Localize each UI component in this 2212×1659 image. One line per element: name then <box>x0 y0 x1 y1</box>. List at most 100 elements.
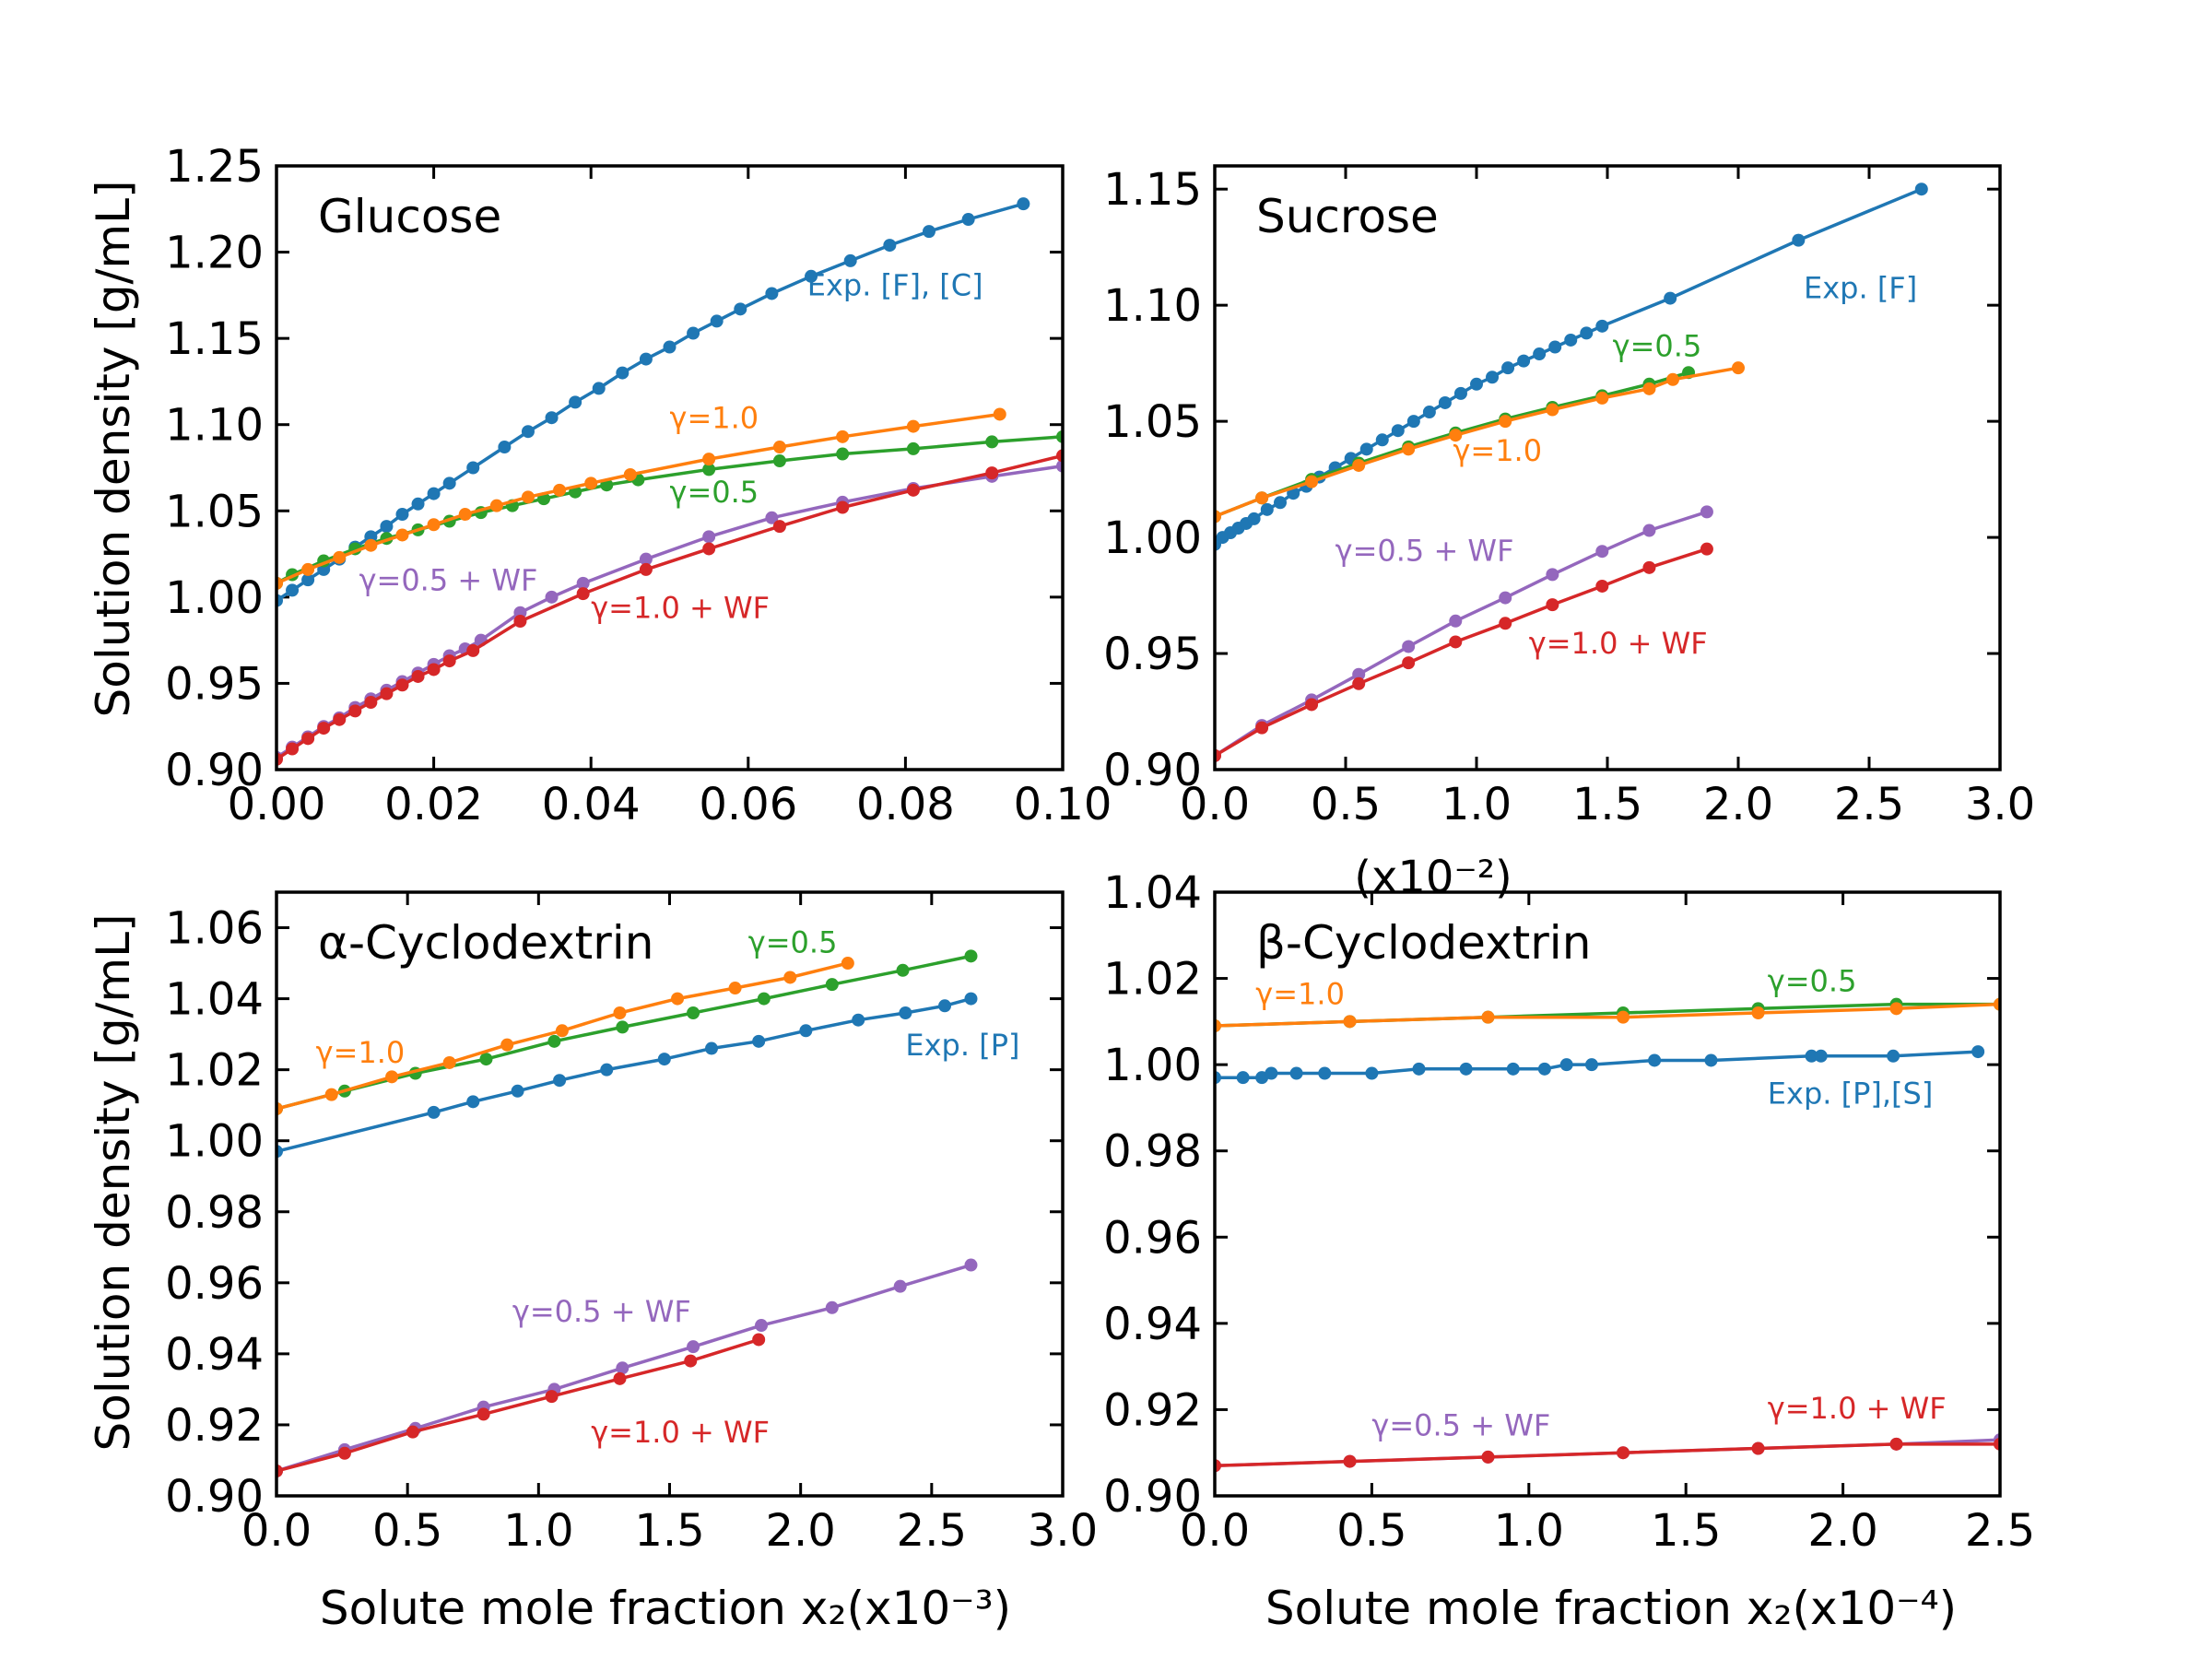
glucose-series-exp-point <box>734 302 747 316</box>
sucrose-x-tick-label: 3.0 <box>1965 779 2035 830</box>
sucrose-panel: 0.0 0.5 1.0 1.5 2.0 2.5 3.0 0.90 0.95 1.00 1.05 1.1… <box>1103 164 2035 830</box>
alpha-cyclodextrin-annotation-gamma-1-0: γ=1.0 <box>316 1035 406 1070</box>
glucose-series-exp-point <box>395 508 409 522</box>
glucose-series-gamma-1-0-point <box>427 518 441 532</box>
sucrose-series-gamma-0-5-wf-point <box>1449 614 1463 628</box>
sucrose-series-gamma-1-0-wf-point <box>1255 721 1269 735</box>
sucrose-series-exp-point <box>1274 496 1287 510</box>
beta-cyclodextrin-series-exp-point <box>1704 1053 1718 1067</box>
glucose-series-exp-point <box>883 239 897 253</box>
glucose-plot-area <box>276 197 1063 766</box>
beta-cyclodextrin-annotation-gamma-0-5: γ=0.5 <box>1768 964 1857 999</box>
alpha-cyclodextrin-series-gamma-1-0-wf-point <box>752 1333 766 1347</box>
glucose-series-gamma-1-0-wf-line <box>276 453 1063 761</box>
alpha-cyclodextrin-y-tick-label: 0.98 <box>165 1187 264 1239</box>
beta-cyclodextrin-series-gamma-1-0-point <box>1617 1010 1630 1024</box>
sucrose-series-exp-point <box>1580 326 1594 340</box>
alpha-cyclodextrin-series-exp-point <box>511 1084 524 1098</box>
alpha-cyclodextrin-y-tick-label: 1.00 <box>165 1116 264 1168</box>
alpha-cyclodextrin-series-gamma-0-5-point <box>479 1053 493 1066</box>
glucose-series-gamma-1-0-wf-point <box>333 712 347 726</box>
beta-cyclodextrin-series-exp-point <box>1506 1062 1520 1076</box>
glucose-series-exp-point <box>427 487 441 500</box>
glucose-series-gamma-1-0-point <box>836 429 850 443</box>
glucose-series-gamma-1-0-point <box>906 419 920 433</box>
glucose-series-gamma-1-0-wf-point <box>380 687 394 700</box>
glucose-series-gamma-1-0-point <box>395 528 409 542</box>
alpha-cyclodextrin-series-gamma-0-5-wf-point <box>964 1258 978 1272</box>
alpha-cyclodextrin-y-tick-label: 1.04 <box>165 974 264 1026</box>
sucrose-series-gamma-1-0-point <box>1352 458 1366 472</box>
sucrose-y-tick-label: 0.90 <box>1103 745 1202 796</box>
sucrose-series-gamma-0-5-wf-point <box>1402 640 1416 653</box>
beta-cyclodextrin-x-tick-label: 2.5 <box>1965 1505 2035 1557</box>
alpha-cyclodextrin-series-gamma-0-5-point <box>547 1034 561 1048</box>
glucose-series-gamma-1-0-point <box>553 483 567 497</box>
beta-cyclodextrin-plot-area <box>1215 997 2000 1473</box>
alpha-cyclodextrin-series-gamma-1-0-point <box>671 992 685 1006</box>
alpha-cyclodextrin-series-gamma-0-5-point <box>687 1006 700 1019</box>
beta-cyclodextrin-y-tick-label: 1.00 <box>1103 1040 1202 1091</box>
sucrose-series-exp-point <box>1533 347 1547 361</box>
glucose-series-gamma-1-0-point <box>772 441 786 454</box>
glucose-series-gamma-0-5-wf-point <box>702 530 716 544</box>
sucrose-x-tick-label: 0.5 <box>1311 779 1381 830</box>
sucrose-title: Sucrose <box>1256 190 1439 243</box>
glucose-series-gamma-1-0-point <box>993 407 1006 421</box>
glucose-x-tick-label: 0.10 <box>1014 779 1112 830</box>
alpha-cyclodextrin-series-exp-point <box>799 1024 813 1038</box>
sucrose-series-gamma-1-0-point <box>1305 475 1319 488</box>
glucose-annotation-gamma-1-0: γ=1.0 <box>670 400 759 435</box>
beta-cyclodextrin-series-gamma-1-0-point <box>1889 1002 1903 1016</box>
beta-cyclodextrin-y-tick-label: 0.92 <box>1103 1384 1202 1436</box>
beta-cyclodextrin-y-tick-label: 0.98 <box>1103 1126 1202 1178</box>
alpha-cyclodextrin-series-gamma-1-0-wf-point <box>545 1390 559 1404</box>
sucrose-series-exp-point <box>1914 182 1928 196</box>
alpha-cyclodextrin-series-exp-point <box>964 992 978 1006</box>
sucrose-y-tick-label: 1.15 <box>1103 164 1202 216</box>
glucose-series-gamma-1-0-wf-point <box>702 542 716 556</box>
glucose-series-gamma-1-0-point <box>584 477 598 490</box>
alpha-cyclodextrin-series-gamma-1-0-wf-line <box>276 1337 759 1473</box>
alpha-cyclodextrin-series-exp-point <box>938 999 952 1013</box>
glucose-series-gamma-1-0-line <box>276 412 1001 585</box>
glucose-series-gamma-1-0-wf-point <box>466 643 480 657</box>
beta-cyclodextrin-series-exp-point <box>1887 1049 1900 1063</box>
glucose-series-gamma-0-5-wf-point <box>765 511 779 524</box>
glucose-series-gamma-0-5-wf-point <box>545 590 559 604</box>
alpha-cyclodextrin-series-exp-point <box>657 1053 671 1066</box>
glucose-series-exp-point <box>301 573 315 587</box>
beta-cyclodextrin-series-exp-point <box>1648 1053 1662 1067</box>
sucrose-series-exp-point <box>1486 371 1500 384</box>
glucose-series-gamma-1-0-point <box>333 550 347 564</box>
sucrose-plot-area <box>1215 182 1928 762</box>
beta-cyclodextrin-panel: 0.0 0.5 1.0 1.5 2.0 2.5 0.90 0.92 0.94 0.96 0.98 1.… <box>1103 867 2035 1557</box>
alpha-cyclodextrin-y-tick-label: 1.06 <box>165 903 264 955</box>
glucose-series-gamma-1-0-point <box>702 453 716 466</box>
glucose-x-tick-label: 0.02 <box>384 779 483 830</box>
sucrose-series-exp-point <box>1564 333 1578 347</box>
beta-cyclodextrin-annotation-exp: Exp. [P],[S] <box>1768 1076 1934 1111</box>
sucrose-series-gamma-0-5-wf-point <box>1352 667 1366 681</box>
alpha-cyclodextrin-series-gamma-1-0-wf-point <box>406 1425 419 1439</box>
alpha-cyclodextrin-series-gamma-1-0-point <box>442 1055 456 1069</box>
alpha-cyclodextrin-series-gamma-1-0-point <box>783 971 797 984</box>
sucrose-series-gamma-1-0-point <box>1546 403 1559 417</box>
glucose-series-gamma-0-5-point <box>906 441 920 455</box>
beta-cyclodextrin-series-exp-point <box>1559 1058 1573 1072</box>
beta-cyclodextrin-series-gamma-1-0-wf-point <box>1481 1450 1495 1464</box>
glucose-panel: 0.00 0.02 0.04 0.06 0.08 0.10 0.90 0.95 1.00 1.05… <box>165 141 1112 830</box>
beta-cyclodextrin-y-tick-label: 0.90 <box>1103 1471 1202 1523</box>
alpha-cyclodextrin-series-gamma-1-0-wf-point <box>684 1354 698 1368</box>
sucrose-series-gamma-0-5-wf-point <box>1546 568 1559 582</box>
alpha-cyclodextrin-plot-area <box>276 949 978 1478</box>
alpha-cyclodextrin-series-exp-point <box>427 1105 441 1119</box>
glucose-series-exp-point <box>1017 197 1030 211</box>
sucrose-series-gamma-1-0-wf-point <box>1352 677 1366 690</box>
sucrose-y-tick-label: 0.95 <box>1103 629 1202 680</box>
glucose-y-tick-label: 1.25 <box>165 141 264 193</box>
glucose-series-gamma-1-0-wf-point <box>442 654 456 668</box>
glucose-series-exp-point <box>687 326 700 340</box>
sucrose-series-gamma-1-0-point <box>1449 429 1463 442</box>
glucose-series-exp-point <box>521 425 535 439</box>
